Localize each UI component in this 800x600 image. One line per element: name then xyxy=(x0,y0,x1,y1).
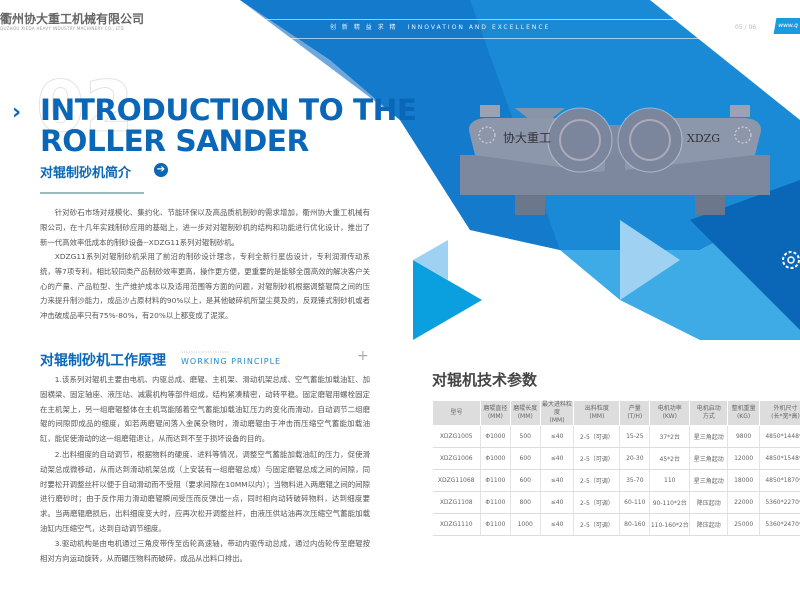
table-cell: 500 xyxy=(510,425,541,448)
slogan-en: INNOVATION AND EXCELLENCE xyxy=(407,24,551,31)
table-cell: Φ1100 xyxy=(480,469,511,492)
column-header: 磨辊直径 (MM) xyxy=(479,400,511,426)
table-cell: ≤40 xyxy=(540,425,575,448)
column-header: 外机尺寸 (长*宽*高) xyxy=(759,400,800,426)
table-cell: 15-25 xyxy=(619,425,651,448)
table-cell: 2-5（可调） xyxy=(573,513,621,536)
table-cell: 2-5（可调） xyxy=(573,425,621,448)
website-link[interactable]: www.q xyxy=(773,18,800,34)
title-line-1: INTRODUCTION TO THE xyxy=(40,93,417,127)
column-header: 磨辊长度 (MM) xyxy=(509,400,541,426)
arrow-right-circle-icon: ➔ xyxy=(154,163,168,177)
title-line-2: ROLLER SANDER xyxy=(40,124,309,158)
machine-brand-en: XDZG xyxy=(687,132,720,145)
column-header: 产量 (T/H) xyxy=(619,400,651,426)
table-cell: 星三角起动 xyxy=(689,447,729,470)
table-row: XDZG1005 Φ1000 500 ≤40 2-5（可调） 15-25 37*2台 星三角起… xyxy=(432,425,800,448)
table-cell: 110 xyxy=(649,469,691,492)
table-cell: 80-160 xyxy=(619,513,651,536)
table-cell: Φ1100 xyxy=(480,491,511,514)
page-number: 05 / 06 xyxy=(735,24,757,31)
slogan-cn: 创 新 精 益 求 精 xyxy=(330,24,398,31)
plus-icon: + xyxy=(357,348,369,364)
table-cell: 2-5（可调） xyxy=(573,447,621,470)
table-cell: 1000 xyxy=(510,513,541,536)
table-cell: XDZG11068 xyxy=(432,469,481,492)
table-row: XDZG11068 Φ1100 600 ≤40 2-5（可调） 35-70 110 星三角起动… xyxy=(432,469,800,492)
table-row: XDZG1110 Φ1100 1000 ≤40 2-5（可调） 80-160 110-160… xyxy=(432,513,800,536)
table-cell: XDZG1108 xyxy=(432,491,481,514)
column-header: 电机启动 方式 xyxy=(689,400,729,426)
principle-title: 对辊制砂机工作原理 xyxy=(40,353,166,369)
column-header: 出料粒度 (MM) xyxy=(573,400,621,426)
chevron-right-icon: › xyxy=(12,100,22,125)
principle-paragraph-1: 1.该系列对辊机主要由电机、内驱总成、磨辊、主机架、滑动机架总成、空气蓄能加载油… xyxy=(40,375,370,444)
table-cell: ≤40 xyxy=(540,491,575,514)
company-name-en: QUZHOU XIEDA HEAVY INDUSTRY MACHINERY CO… xyxy=(0,26,124,31)
machine-brand-cn: 协大重工 xyxy=(503,130,551,145)
column-header: 型号 xyxy=(432,400,481,426)
table-cell: 37*2台 xyxy=(649,425,691,448)
column-header: 电机功率 (KW) xyxy=(649,400,691,426)
dots-decoration: ›››››››››››››››››››› xyxy=(181,349,229,356)
divider xyxy=(265,38,705,39)
table-cell: 4850*1448*2 xyxy=(759,425,800,448)
table-cell: Φ1000 xyxy=(480,447,511,470)
table-cell: XDZG1005 xyxy=(432,425,481,448)
company-name: 衢州协大重工机械有限公司 xyxy=(0,12,145,26)
table-cell: 600 xyxy=(510,447,541,470)
table-cell: ≤40 xyxy=(540,469,575,492)
table-cell: 18000 xyxy=(727,469,761,492)
table-cell: 90-110*2台 xyxy=(649,491,691,514)
table-cell: 星三角起动 xyxy=(689,425,729,448)
table-cell: 60-110 xyxy=(619,491,651,514)
table-cell: 35-70 xyxy=(619,469,651,492)
principle-paragraph-2: 2.出料细度的自动调节，根据物料的硬度、进料等情况，调整空气蓄能加载油缸的压力，… xyxy=(40,450,370,533)
table-cell: 9800 xyxy=(727,425,761,448)
principle-title-en: WORKING PRINCIPLE xyxy=(181,357,282,366)
table-cell: 600 xyxy=(510,469,541,492)
table-cell: 22000 xyxy=(727,491,761,514)
divider xyxy=(40,192,144,194)
gear-icon xyxy=(782,251,800,269)
table-cell: 110-160*2台 xyxy=(649,513,691,536)
page-title: INTRODUCTION TO THE ROLLER SANDER xyxy=(40,95,417,157)
table-row: XDZG1108 Φ1100 800 ≤40 2-5（可调） 60-110 90-110*2… xyxy=(432,491,800,514)
section-number: 02 xyxy=(35,66,134,149)
table-cell: ≤40 xyxy=(540,513,575,536)
table-cell: 12000 xyxy=(727,447,761,470)
column-header: 整机重量 (KG) xyxy=(727,400,761,426)
table-cell: 5360*2470*2 xyxy=(759,513,800,536)
table-cell: 星三角起动 xyxy=(689,469,729,492)
table-cell: 25000 xyxy=(727,513,761,536)
table-header-row: 型号 磨辊直径 (MM) 磨辊长度 (MM) 最大进料粒度 (MM) 出料粒度 (MM)… xyxy=(432,400,800,426)
table-cell: 4850*1870*2 xyxy=(759,469,800,492)
slogan: 创 新 精 益 求 精 INNOVATION AND EXCELLENCE xyxy=(330,22,560,31)
table-cell: 4850*1548*2 xyxy=(759,447,800,470)
principle-paragraph-3: 3.驱动机构是由电机通过三角皮带传至齿轮高速轴，带动内驱传动总成，通过内齿轮传至… xyxy=(40,539,370,563)
table-cell: XDZG1006 xyxy=(432,447,481,470)
table-cell: Φ1000 xyxy=(480,425,511,448)
table-cell: 降压起动 xyxy=(689,513,729,536)
table-cell: ≤40 xyxy=(540,447,575,470)
table-cell: 800 xyxy=(510,491,541,514)
subtitle: 对辊制砂机简介 xyxy=(40,166,132,181)
intro-paragraph-2: XDZG11系列对辊制砂机采用了前沿的制砂设计理念，专利全新行星齿设计，专利润滑… xyxy=(40,252,370,321)
table-cell: 20-30 xyxy=(619,447,651,470)
intro-paragraph-1: 针对砂石市场对规模化、集约化、节能环保以及高品质机制砂的需求增加，衢州协大重工机… xyxy=(40,208,370,247)
roller-sander-image: 协大重工 XDZG xyxy=(460,105,770,215)
divider xyxy=(265,19,705,20)
table-cell: 45*2台 xyxy=(649,447,691,470)
table-cell: 2-5（可调） xyxy=(573,491,621,514)
table-cell: 降压起动 xyxy=(689,491,729,514)
column-header: 最大进料粒度 (MM) xyxy=(539,400,575,426)
table-cell: 5360*2270*2 xyxy=(759,491,800,514)
table-row: XDZG1006 Φ1000 600 ≤40 2-5（可调） 20-30 45*2台 星三角起… xyxy=(432,447,800,470)
table-cell: 2-5（可调） xyxy=(573,469,621,492)
specs-table: 型号 磨辊直径 (MM) 磨辊长度 (MM) 最大进料粒度 (MM) 出料粒度 (MM)… xyxy=(432,400,800,536)
table-cell: XDZG1110 xyxy=(432,513,481,536)
table-cell: Φ1100 xyxy=(480,513,511,536)
specs-title: 对辊机技术参数 xyxy=(432,371,538,389)
